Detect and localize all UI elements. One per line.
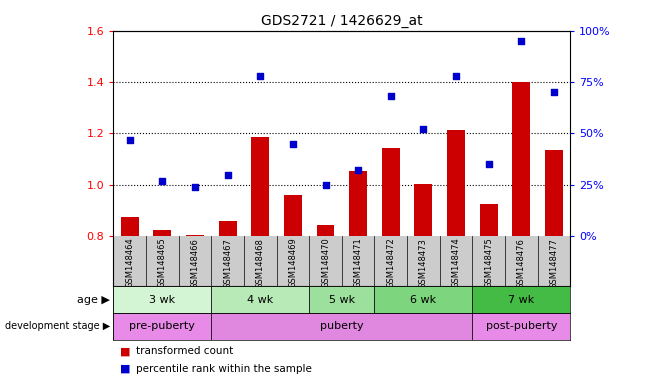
Bar	[472, 286, 570, 313]
Bar	[251, 137, 269, 236]
Text: GSM148476: GSM148476	[517, 238, 526, 288]
Bar	[154, 230, 171, 236]
Bar	[121, 217, 139, 236]
Bar	[113, 313, 211, 340]
Bar	[447, 129, 465, 236]
Point	[549, 89, 559, 95]
Text: GSM148465: GSM148465	[158, 238, 167, 288]
Bar	[186, 235, 204, 236]
Text: GSM148467: GSM148467	[223, 238, 232, 288]
Text: GSM148475: GSM148475	[484, 238, 493, 288]
Text: GSM148464: GSM148464	[125, 238, 134, 288]
Text: 7 wk: 7 wk	[508, 295, 535, 305]
Text: GSM148468: GSM148468	[256, 238, 265, 288]
Text: transformed count: transformed count	[136, 346, 233, 356]
Text: percentile rank within the sample: percentile rank within the sample	[136, 364, 312, 374]
Text: GSM148470: GSM148470	[321, 238, 330, 288]
Text: 4 wk: 4 wk	[247, 295, 273, 305]
Text: GSM148471: GSM148471	[354, 238, 363, 288]
Point	[190, 184, 200, 190]
Bar	[284, 195, 302, 236]
Point	[255, 73, 266, 79]
Point	[288, 141, 298, 147]
Text: ■: ■	[120, 346, 130, 356]
Text: GSM148469: GSM148469	[288, 238, 297, 288]
Point	[320, 182, 330, 188]
Bar	[113, 286, 211, 313]
Bar	[375, 286, 472, 313]
Text: GSM148472: GSM148472	[386, 238, 395, 288]
Point	[124, 137, 135, 143]
Point	[386, 93, 396, 99]
Point	[418, 126, 428, 132]
Text: 5 wk: 5 wk	[329, 295, 355, 305]
Text: GSM148477: GSM148477	[550, 238, 559, 288]
Text: pre-puberty: pre-puberty	[130, 321, 195, 331]
Bar	[309, 286, 375, 313]
Bar	[472, 313, 570, 340]
Text: GSM148466: GSM148466	[191, 238, 200, 288]
Point	[222, 171, 233, 177]
Text: 3 wk: 3 wk	[149, 295, 176, 305]
Bar	[480, 204, 498, 236]
Text: puberty: puberty	[320, 321, 364, 331]
Text: GSM148473: GSM148473	[419, 238, 428, 288]
Point	[483, 161, 494, 167]
Point	[451, 73, 461, 79]
Point	[157, 178, 168, 184]
Bar	[415, 184, 432, 236]
Bar	[211, 313, 472, 340]
Bar	[545, 150, 563, 236]
Text: development stage ▶: development stage ▶	[5, 321, 110, 331]
Text: 6 wk: 6 wk	[410, 295, 437, 305]
Bar	[218, 221, 237, 236]
Text: GSM148474: GSM148474	[452, 238, 461, 288]
Text: post-puberty: post-puberty	[485, 321, 557, 331]
Bar	[316, 225, 334, 236]
Text: age ▶: age ▶	[77, 295, 110, 305]
Text: ■: ■	[120, 364, 130, 374]
Bar	[349, 170, 367, 236]
Point	[353, 167, 364, 174]
Bar	[382, 147, 400, 236]
Bar	[211, 286, 309, 313]
Title: GDS2721 / 1426629_at: GDS2721 / 1426629_at	[261, 14, 422, 28]
Point	[516, 38, 526, 44]
Bar	[513, 82, 530, 236]
